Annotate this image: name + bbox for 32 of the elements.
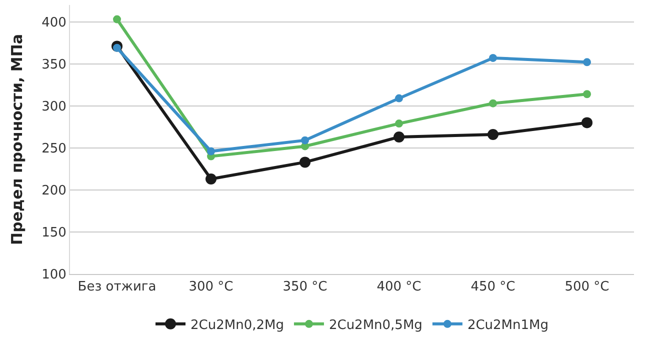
- y-tick-label: 300: [42, 99, 66, 114]
- x-tick-label: 300 °C: [188, 280, 234, 295]
- legend-label: 2Cu2Mn1Mg: [467, 318, 548, 333]
- point: [488, 128, 498, 140]
- legend-label: 2Cu2Mn0,2Mg: [190, 318, 284, 333]
- y-tick-label: 400: [42, 15, 66, 30]
- x-tick-label: 350 °C: [282, 280, 328, 295]
- y-tick-label: 150: [42, 226, 66, 241]
- point: [113, 15, 121, 24]
- point: [113, 44, 121, 52]
- point: [583, 58, 591, 66]
- point: [300, 156, 310, 168]
- point: [395, 120, 403, 128]
- point: [301, 136, 309, 144]
- x-tick-label: 500 °C: [564, 280, 610, 295]
- point: [395, 94, 403, 102]
- x-tick-label: 400 °C: [376, 280, 422, 295]
- y-tick-label: 350: [42, 57, 66, 72]
- x-tick-label: Без отжига: [78, 280, 156, 295]
- point: [489, 54, 497, 62]
- y-tick-label: 100: [42, 268, 66, 283]
- point: [394, 131, 404, 142]
- point: [206, 174, 216, 185]
- point: [583, 90, 591, 98]
- x-tick-label: 450 °C: [470, 280, 516, 295]
- y-tick-label: 200: [42, 183, 66, 198]
- point: [582, 117, 592, 128]
- point: [489, 99, 497, 108]
- point: [207, 147, 215, 156]
- legend-label: 2Cu2Mn0,5Mg: [328, 318, 422, 333]
- y-axis-title: Предел прочности, МПа: [8, 34, 26, 245]
- y-tick-label: 250: [42, 141, 66, 156]
